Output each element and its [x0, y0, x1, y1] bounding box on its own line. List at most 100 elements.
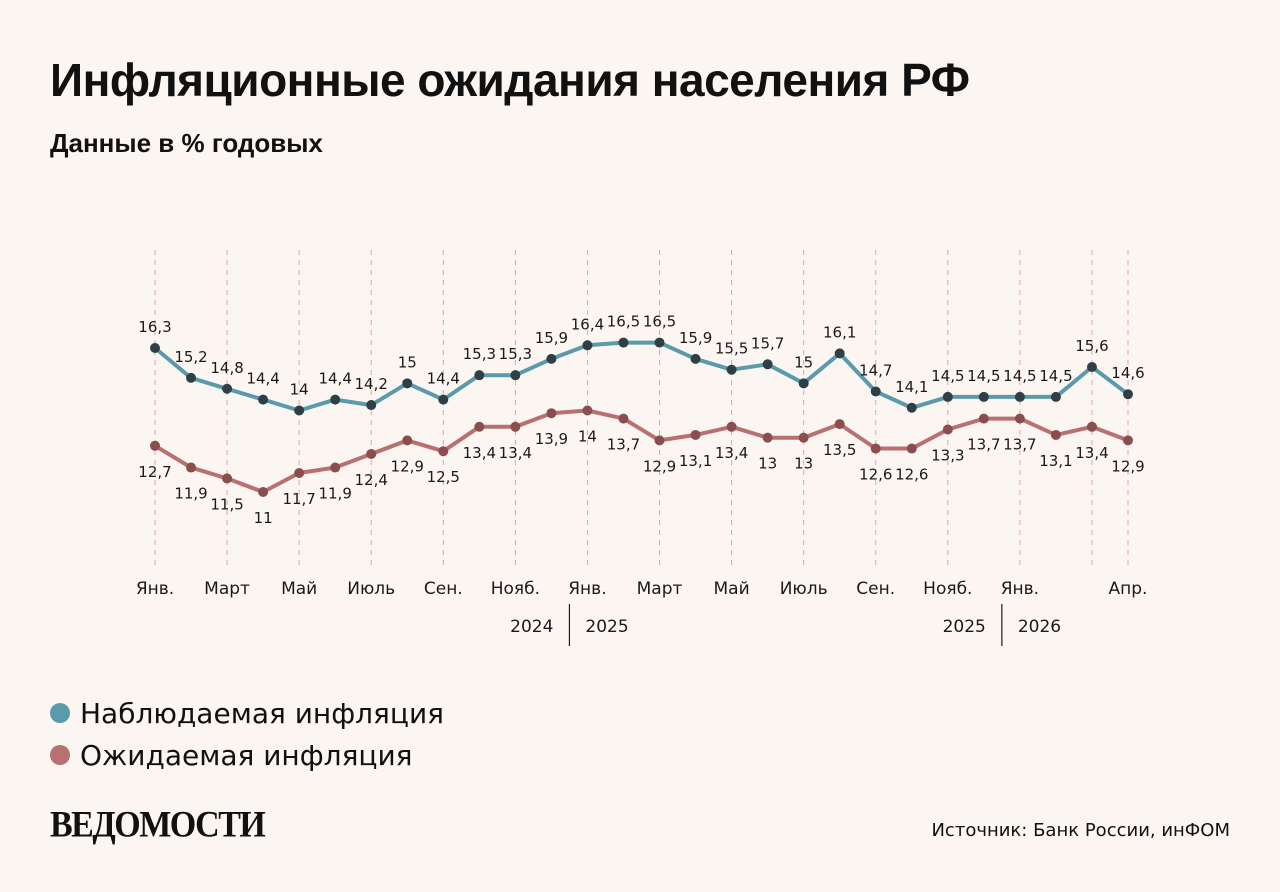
data-point-expected — [726, 421, 737, 432]
data-label-expected: 13,4 — [715, 444, 748, 462]
year-label-left: 2024 — [510, 617, 553, 637]
data-label-expected: 13,4 — [463, 444, 496, 462]
data-point-observed — [906, 402, 917, 413]
data-label-observed: 14,2 — [355, 375, 388, 393]
data-label-observed: 14,8 — [210, 359, 243, 377]
data-point-expected — [150, 440, 160, 451]
data-label-expected: 13,4 — [499, 444, 532, 462]
data-label-observed: 15,5 — [715, 340, 748, 358]
chart-title: Инфляционные ожидания населения РФ — [50, 54, 970, 106]
data-label-observed: 14,5 — [931, 367, 964, 385]
data-point-observed — [870, 386, 881, 397]
data-label-observed: 14,5 — [967, 367, 1000, 385]
data-point-expected — [330, 462, 341, 473]
data-point-expected — [618, 413, 629, 424]
data-label-expected: 13,5 — [823, 441, 856, 459]
data-point-observed — [438, 394, 449, 405]
data-point-observed — [294, 405, 305, 416]
data-label-expected: 12,6 — [859, 466, 892, 484]
data-label-expected: 11,9 — [318, 485, 351, 503]
data-point-expected — [1123, 435, 1133, 446]
data-label-expected: 13 — [758, 455, 777, 473]
x-tick-label: Янв. — [1001, 579, 1039, 599]
data-label-expected: 11,9 — [174, 485, 207, 503]
data-label-expected: 11,7 — [282, 490, 315, 508]
data-label-expected: 13,4 — [1075, 444, 1108, 462]
data-label-observed: 15,3 — [463, 345, 496, 363]
chart-subtitle: Данные в % годовых — [50, 128, 323, 158]
data-point-observed — [258, 394, 269, 405]
source-note: Источник: Банк России, инФОМ — [931, 820, 1230, 841]
grid-lines — [154, 250, 1129, 565]
series-line-observed — [153, 340, 1130, 413]
x-tick-label: Нояб. — [491, 579, 540, 599]
data-label-observed: 14,4 — [427, 370, 460, 388]
data-point-expected — [438, 446, 449, 457]
data-point-expected — [474, 421, 485, 432]
data-label-expected: 12,9 — [391, 457, 424, 475]
data-label-expected: 13,7 — [607, 436, 640, 454]
data-point-observed — [798, 378, 809, 389]
legend-dot-expected — [50, 745, 70, 765]
data-label-observed: 15,9 — [535, 329, 568, 347]
data-point-observed — [618, 337, 629, 348]
data-label-expected: 12,7 — [138, 463, 171, 481]
data-point-expected — [294, 467, 305, 478]
data-label-observed: 15,6 — [1075, 337, 1108, 355]
data-label-expected: 12,9 — [1111, 457, 1144, 475]
data-point-expected — [222, 473, 233, 484]
data-point-observed — [402, 378, 413, 389]
data-point-observed — [330, 394, 341, 405]
x-tick-label: Сен. — [424, 579, 463, 599]
data-point-expected — [690, 429, 701, 440]
year-label-left: 2025 — [943, 617, 986, 637]
data-label-expected: 14 — [578, 427, 597, 445]
data-point-observed — [474, 370, 485, 381]
data-point-expected — [798, 432, 809, 443]
data-label-expected: 13,1 — [679, 452, 712, 470]
x-tick-label: Сен. — [856, 579, 895, 599]
vedomosti-logo: ВЕДОМОСТИ — [50, 805, 266, 846]
legend-dot-observed — [50, 703, 70, 723]
x-tick-label: Март — [204, 579, 250, 599]
data-label-expected: 13,1 — [1039, 452, 1072, 470]
data-point-expected — [978, 413, 989, 424]
data-point-observed — [762, 359, 773, 370]
data-point-expected — [186, 462, 197, 473]
series-lines — [153, 340, 1130, 494]
x-tick-label: Май — [281, 579, 317, 599]
data-label-observed: 15,2 — [174, 348, 207, 366]
data-point-expected — [258, 487, 269, 497]
data-point-observed — [978, 391, 989, 402]
x-tick-label: Июль — [347, 579, 395, 599]
data-point-observed — [150, 343, 160, 353]
data-point-expected — [762, 432, 773, 443]
legend-label-expected: Ожидаемая инфляция — [80, 738, 413, 772]
legend-label-observed: Наблюдаемая инфляция — [80, 696, 444, 730]
data-label-observed: 15 — [794, 353, 813, 371]
x-tick-label: Янв. — [136, 579, 174, 599]
data-label-expected: 12,9 — [643, 457, 676, 475]
data-point-expected — [402, 435, 413, 446]
data-label-observed: 14 — [290, 380, 309, 398]
data-label-observed: 14,1 — [895, 378, 928, 396]
data-label-observed: 15,3 — [499, 345, 532, 363]
x-tick-label: Июль — [780, 579, 828, 599]
data-label-observed: 16,5 — [607, 313, 640, 331]
data-label-expected: 12,6 — [895, 466, 928, 484]
data-label-expected: 11,5 — [210, 495, 243, 513]
data-point-observed — [366, 400, 377, 411]
data-label-observed: 14,4 — [246, 370, 279, 388]
legend: Наблюдаемая инфляция Ожидаемая инфляция — [50, 692, 444, 776]
data-point-expected — [906, 443, 917, 454]
data-label-observed: 15,9 — [679, 329, 712, 347]
data-point-observed — [1086, 362, 1097, 373]
data-point-expected — [942, 424, 953, 435]
data-label-observed: 15 — [398, 353, 417, 371]
year-label-right: 2025 — [585, 617, 628, 637]
x-tick-label: Май — [714, 579, 750, 599]
data-label-observed: 14,7 — [859, 361, 892, 379]
data-label-observed: 14,4 — [318, 370, 351, 388]
data-point-observed — [546, 353, 557, 364]
